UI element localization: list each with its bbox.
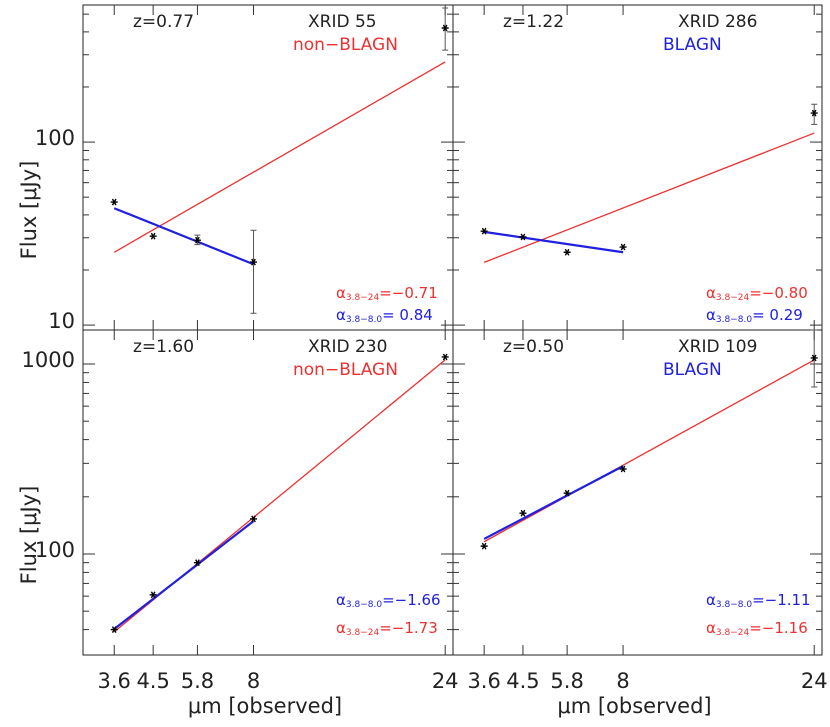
id-label: XRID 55	[308, 12, 377, 32]
data-point	[250, 515, 258, 523]
panel-frame	[452, 329, 823, 656]
data-point	[480, 227, 488, 235]
alpha-label: α3.8−8.0= 0.29	[706, 306, 803, 325]
alpha-label: α3.8−24=−1.16	[706, 619, 808, 638]
x-tick-label: 24	[801, 669, 828, 693]
alpha-subscript: 3.8−8.0	[346, 600, 382, 610]
fit-line	[483, 230, 624, 254]
class-label: BLAGN	[663, 360, 722, 380]
error-bar	[250, 229, 257, 314]
data-point	[563, 248, 571, 256]
data-point	[110, 626, 118, 633]
redshift-label: z=0.77	[133, 12, 194, 32]
data-point	[563, 489, 571, 497]
alpha-value: =−0.71	[379, 284, 438, 302]
id-label: XRID 109	[678, 337, 757, 357]
x-axis-label: μm [observed]	[188, 694, 342, 718]
y-axis-label: Flux [μJy]	[17, 486, 41, 585]
y-tick-label: 100	[35, 126, 75, 150]
data-point	[149, 591, 157, 599]
alpha-symbol: α	[336, 306, 346, 324]
fit-line	[113, 61, 446, 253]
fit-line	[483, 132, 815, 264]
data-point	[519, 509, 527, 517]
y-tick-label: 100	[35, 538, 75, 562]
x-axis-label: μm [observed]	[557, 694, 711, 718]
alpha-symbol: α	[706, 284, 716, 302]
alpha-label: α3.8−8.0=−1.66	[336, 591, 441, 610]
alpha-symbol: α	[706, 306, 716, 324]
alpha-subscript: 3.8−24	[716, 293, 750, 303]
data-point	[810, 354, 818, 362]
panel: 100 1000 3.6 4.5 5.8 8 24 Flux [μJy] μm [observe…	[17, 329, 459, 718]
data-point	[619, 243, 627, 251]
redshift-label: z=0.50	[503, 337, 564, 357]
data-point	[250, 258, 258, 266]
alpha-value: =−1.16	[749, 619, 808, 637]
panel: 3.6 4.5 5.8 8 24 μm [observed] z=0.50 XRID 109 B…	[452, 329, 828, 718]
alpha-symbol: α	[706, 591, 716, 609]
alpha-label: α3.8−24=−0.80	[706, 284, 808, 303]
x-tick-label: 5.8	[181, 669, 214, 693]
data-point	[110, 198, 118, 206]
x-tick-label: 5.8	[550, 669, 583, 693]
y-tick-label: 1000	[22, 348, 75, 372]
redshift-label: z=1.22	[503, 12, 564, 32]
data-point	[149, 232, 157, 240]
id-label: XRID 230	[308, 337, 387, 357]
class-label: non−BLAGN	[293, 35, 398, 55]
fit-line	[113, 207, 254, 266]
x-tick-label: 4.5	[506, 669, 539, 693]
redshift-label: z=1.60	[133, 337, 194, 357]
x-tick-label: 3.6	[98, 669, 131, 693]
data-point	[810, 109, 818, 117]
x-tick-label: 8	[247, 669, 260, 693]
fit-line	[483, 359, 815, 543]
alpha-value: = 0.29	[752, 306, 803, 324]
alpha-symbol: α	[706, 619, 716, 637]
alpha-subscript: 3.8−24	[716, 628, 750, 638]
alpha-symbol: α	[336, 284, 346, 302]
alpha-subscript: 3.8−8.0	[716, 315, 752, 325]
panel-frame	[452, 4, 823, 331]
data-point	[619, 465, 627, 473]
id-label: XRID 286	[678, 12, 757, 32]
alpha-value: =−1.11	[752, 591, 811, 609]
data-point	[519, 233, 527, 241]
alpha-label: α3.8−24=−0.71	[336, 284, 438, 303]
alpha-label: α3.8−8.0=−1.11	[706, 591, 811, 610]
x-tick-label: 4.5	[136, 669, 169, 693]
fit-line	[483, 465, 624, 540]
x-tick-label: 8	[616, 669, 629, 693]
alpha-value: = 0.84	[382, 306, 433, 324]
alpha-label: α3.8−8.0= 0.84	[336, 306, 433, 325]
alpha-subscript: 3.8−24	[346, 293, 380, 303]
alpha-value: =−1.66	[382, 591, 441, 609]
alpha-subscript: 3.8−24	[346, 628, 380, 638]
y-tick-label: 10	[48, 309, 75, 333]
x-tick-label: 3.6	[467, 669, 500, 693]
alpha-label: α3.8−24=−1.73	[336, 619, 438, 638]
y-axis-label: Flux [μJy]	[17, 161, 41, 260]
alpha-symbol: α	[336, 619, 346, 637]
data-point	[193, 236, 201, 244]
alpha-value: =−1.73	[379, 619, 438, 637]
class-label: BLAGN	[663, 35, 722, 55]
panel: z=1.22 XRID 286BLAGNα3.8−24=−0.80α3.8−8.0…	[452, 4, 823, 331]
alpha-subscript: 3.8−8.0	[346, 315, 382, 325]
alpha-value: =−0.80	[749, 284, 808, 302]
class-label: non−BLAGN	[293, 360, 398, 380]
alpha-subscript: 3.8−8.0	[716, 600, 752, 610]
alpha-symbol: α	[336, 591, 346, 609]
data-point	[441, 24, 449, 32]
data-point	[193, 559, 201, 567]
fit-line	[113, 520, 255, 630]
data-point	[441, 353, 449, 361]
x-tick-label: 24	[432, 669, 459, 693]
data-point	[480, 542, 488, 550]
